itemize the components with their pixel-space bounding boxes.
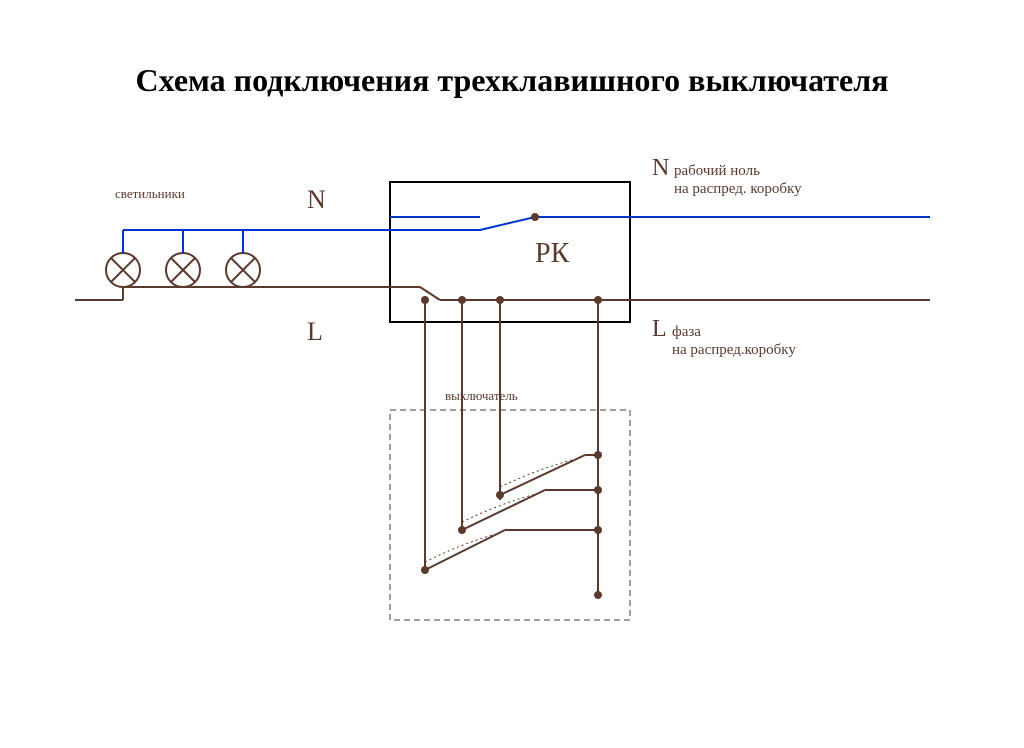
svg-text:рабочий ноль: рабочий ноль bbox=[674, 163, 760, 179]
svg-text:на распред. коробку: на распред. коробку bbox=[674, 181, 802, 197]
svg-text:светильники: светильники bbox=[115, 186, 185, 201]
svg-text:L: L bbox=[307, 317, 323, 346]
wiring-diagram: светильники N L РК Nрабочий ноль на распред. … bbox=[0, 0, 1024, 748]
svg-text:на распред.коробку: на распред.коробку bbox=[672, 342, 796, 358]
svg-text:N: N bbox=[652, 155, 669, 181]
svg-text:L: L bbox=[652, 316, 667, 342]
svg-text:РК: РК bbox=[535, 238, 570, 269]
svg-text:фаза: фаза bbox=[672, 324, 701, 340]
svg-text:N: N bbox=[307, 185, 326, 214]
svg-text:выключатель: выключатель bbox=[445, 388, 518, 403]
